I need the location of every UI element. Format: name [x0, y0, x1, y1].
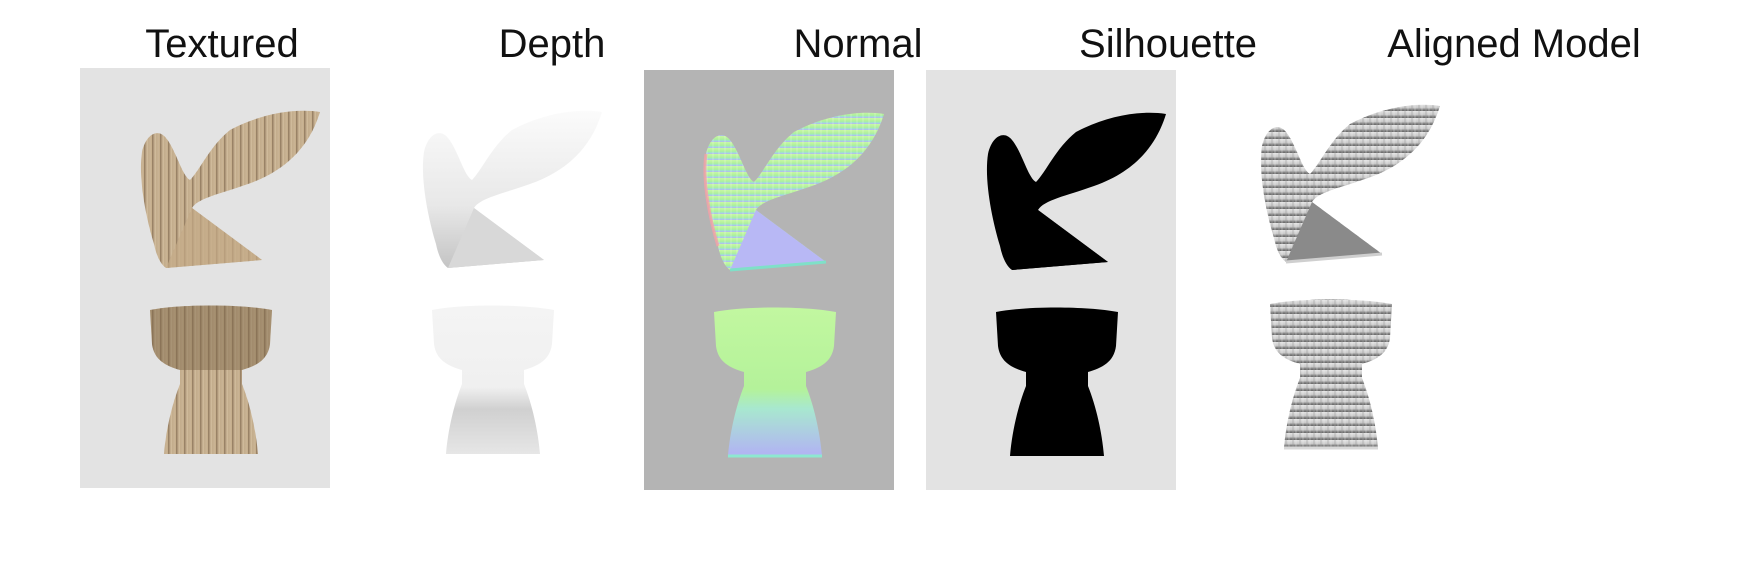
panel-depth	[422, 110, 602, 454]
chair-side-aligned	[1260, 104, 1440, 264]
panel-textured	[80, 68, 330, 488]
chair-side-depth	[422, 110, 602, 268]
chair-front-normal	[714, 307, 836, 458]
panel-aligned	[1260, 104, 1440, 450]
panel-silhouette	[926, 70, 1176, 490]
column-title-depth: Depth	[498, 22, 606, 66]
chair-side-textured	[140, 110, 320, 268]
column-title-textured: Textured	[145, 22, 299, 66]
column-title-normal: Normal	[793, 22, 923, 66]
column-title-silhouette: Silhouette	[1079, 22, 1257, 66]
chair-side-normal	[703, 112, 884, 272]
column-title-aligned: Aligned Model	[1387, 22, 1641, 66]
chair-front-depth	[432, 305, 554, 454]
chair-front-textured	[150, 305, 272, 454]
panel-normal	[644, 70, 894, 490]
chair-side-silhouette	[986, 112, 1166, 270]
chair-front-aligned	[1270, 299, 1392, 450]
